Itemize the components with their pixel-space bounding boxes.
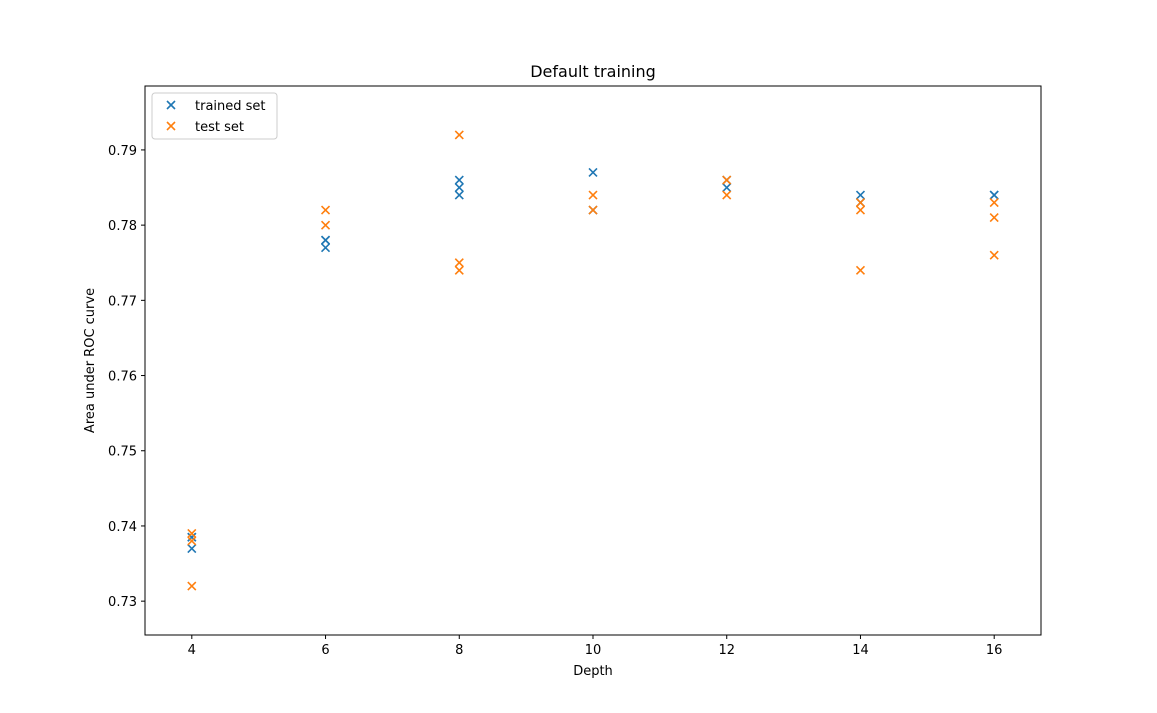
y-tick-label: 0.77 <box>108 294 137 309</box>
y-tick-label: 0.76 <box>108 370 137 385</box>
data-point-series-1 <box>320 243 331 253</box>
x-tick-label: 8 <box>455 643 463 658</box>
x-tick-label: 12 <box>718 643 735 658</box>
data-point-series-2 <box>722 175 732 185</box>
x-tick-label: 6 <box>321 643 329 658</box>
data-point-series-1 <box>454 190 464 200</box>
data-point-series-1 <box>187 532 197 542</box>
x-tick-label: 16 <box>986 643 1003 658</box>
legend-label-1: trained set <box>195 99 266 114</box>
legend-box <box>151 92 278 140</box>
y-tick-label: 0.78 <box>108 219 137 234</box>
data-point-series-1 <box>588 167 598 178</box>
data-points <box>187 130 999 591</box>
x-tick-label: 4 <box>188 643 196 658</box>
data-point-series-1 <box>722 182 732 193</box>
data-point-series-2 <box>320 205 331 215</box>
data-point-series-2 <box>454 258 464 268</box>
x-tick-label: 10 <box>585 643 602 658</box>
legend-marker-2 <box>166 121 176 131</box>
data-point-series-2 <box>454 265 464 275</box>
data-point-series-2 <box>454 130 464 140</box>
plot-area-frame <box>144 85 1042 636</box>
data-point-series-2 <box>855 198 866 208</box>
data-point-series-2 <box>320 220 331 230</box>
data-point-series-1 <box>187 543 197 554</box>
y-tick-label: 0.75 <box>108 445 137 460</box>
data-point-series-2 <box>588 190 598 200</box>
legend-label-2: test set <box>195 120 244 135</box>
data-point-series-2 <box>989 198 999 208</box>
legend: trained set test set <box>151 92 278 140</box>
data-point-series-1 <box>989 190 999 200</box>
axis-ticks: 4 6 8 10 12 14 16 0.73 0.74 0.75 0.76 0.77 0.78 0.79 <box>108 144 1002 658</box>
x-axis-label: Depth <box>573 664 613 679</box>
data-point-series-2 <box>187 581 197 591</box>
y-tick-label: 0.79 <box>108 144 137 159</box>
data-point-series-2 <box>855 205 866 215</box>
data-point-series-2 <box>855 265 866 275</box>
chart-title: Default training <box>530 62 656 81</box>
data-point-series-1 <box>454 175 464 185</box>
data-point-series-1 <box>454 182 464 193</box>
data-point-series-2 <box>187 536 197 546</box>
data-point-series-2 <box>989 213 999 223</box>
data-point-series-2 <box>588 205 598 215</box>
data-point-series-2 <box>989 250 999 260</box>
y-tick-label: 0.73 <box>108 595 137 610</box>
y-tick-label: 0.74 <box>108 520 137 535</box>
legend-marker-1 <box>166 100 176 110</box>
data-point-series-1 <box>320 235 331 245</box>
x-tick-label: 14 <box>852 643 869 658</box>
data-point-series-1 <box>855 190 866 200</box>
data-point-series-2 <box>722 190 732 200</box>
y-axis-label: Area under ROC curve <box>83 288 98 433</box>
data-point-series-2 <box>187 528 197 539</box>
